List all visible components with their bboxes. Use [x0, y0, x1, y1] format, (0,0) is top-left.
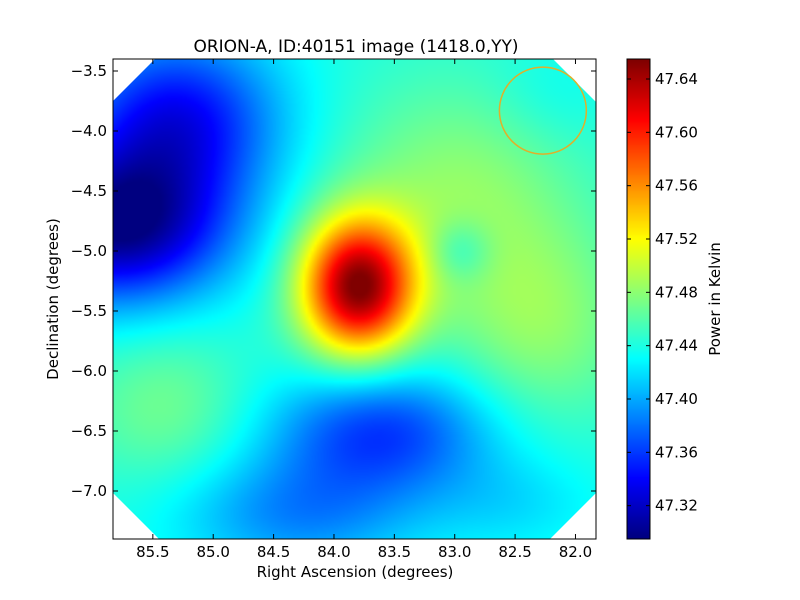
y-tick-label: −4.0: [71, 122, 107, 140]
masked-corner-bottom-left: [113, 493, 159, 539]
y-tick-label: −3.5: [71, 62, 107, 80]
y-axis-label: Declination (degrees): [44, 218, 62, 380]
y-tick-label: −7.0: [71, 482, 107, 500]
plot-frame: [112, 58, 597, 540]
x-axis-label: Right Ascension (degrees): [257, 563, 454, 581]
x-tick-label: 82.0: [559, 543, 592, 561]
colorbar-tick-label: 47.64: [655, 70, 698, 88]
x-tick-label: 84.5: [257, 543, 290, 561]
y-tick-label: −5.5: [71, 302, 107, 320]
colorbar-gradient: [627, 59, 650, 539]
masked-corner-top-left: [113, 59, 155, 101]
colorbar-tick-label: 47.60: [655, 123, 698, 141]
colorbar-tick-label: 47.48: [655, 283, 698, 301]
x-tick-label: 85.0: [197, 543, 230, 561]
masked-corner-bottom-right: [550, 493, 596, 539]
colorbar-frame: [626, 58, 651, 540]
heatmap-image: [113, 59, 596, 539]
y-axis-ticks: −3.5 −4.0 −4.5 −5.0 −5.5 −6.0 −6.5 −7.0: [71, 62, 596, 500]
y-tick-label: −6.0: [71, 362, 107, 380]
y-tick-label: −4.5: [71, 182, 107, 200]
y-tick-label: −6.5: [71, 422, 107, 440]
heatmap-plot-area: [113, 59, 596, 539]
colorbar-tick-label: 47.44: [655, 337, 698, 355]
chart-title: ORION-A, ID:40151 image (1418.0,YY): [193, 37, 518, 57]
x-tick-label: 83.0: [438, 543, 471, 561]
x-tick-label: 83.5: [378, 543, 411, 561]
colorbar-ticks: 47.32 47.36 47.40 47.44 47.48 47.52 47.56 47.60…: [627, 70, 698, 515]
x-axis-ticks: 85.5 85.0 84.5 84.0 83.5 83.0 82.5 82.0: [136, 59, 592, 561]
x-tick-label: 84.0: [317, 543, 350, 561]
colorbar-tick-label: 47.56: [655, 177, 698, 195]
colorbar-tick-label: 47.52: [655, 230, 698, 248]
colorbar-label: Power in Kelvin: [706, 242, 724, 356]
x-tick-label: 82.5: [498, 543, 531, 561]
y-tick-label: −5.0: [71, 242, 107, 260]
beam-circle: [498, 66, 588, 155]
colorbar-tick-label: 47.40: [655, 390, 698, 408]
colorbar-tick-label: 47.36: [655, 443, 698, 461]
colorbar-tick-label: 47.32: [655, 497, 698, 515]
x-tick-label: 85.5: [136, 543, 169, 561]
